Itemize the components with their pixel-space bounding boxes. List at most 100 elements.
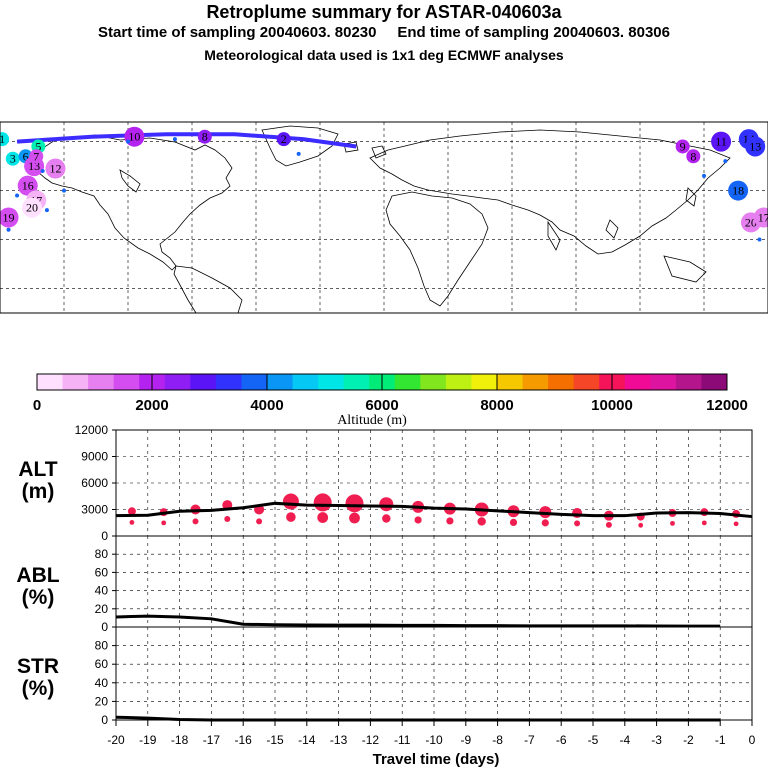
- map-marker-label: 11: [715, 135, 727, 149]
- x-tick-label: -15: [266, 733, 284, 747]
- map-marker-circle: [276, 132, 291, 147]
- alt-spread-marker: [701, 520, 707, 526]
- alt-spread-marker: [638, 522, 644, 528]
- panel-str: 0 20 40 60 80 STR(%): [17, 626, 753, 727]
- x-tick-label: -16: [235, 733, 253, 747]
- alt-spread-marker: [192, 518, 199, 525]
- alt-plume-marker: [313, 493, 332, 512]
- y-tick-label: 20: [95, 602, 109, 616]
- map-marker-label: 8: [690, 149, 696, 163]
- figure-title: Retroplume summary for ASTAR-040603a: [206, 2, 562, 22]
- x-tick-label: -10: [425, 733, 443, 747]
- map-marker-circle: [728, 180, 749, 201]
- alt-plume-marker: [127, 507, 136, 516]
- panel-unit: (m): [22, 480, 55, 503]
- map-marker-label: 20: [26, 201, 38, 215]
- x-tick-labels: -20 -19 -18 -17 -16 -15 -14 -13 -12 -11 -10 -9 -8 -7-…: [107, 720, 756, 747]
- alt-plume-marker: [345, 494, 364, 513]
- colorbar-cell: [88, 374, 115, 390]
- x-tick-label: -7: [524, 733, 535, 747]
- alt-spread-marker: [733, 521, 739, 527]
- y-tick-label: 40: [95, 676, 109, 690]
- map-marker-label: 5: [35, 139, 41, 153]
- map-marker-circle: [17, 175, 38, 196]
- colorbar-tick-label: 2000: [135, 397, 168, 414]
- alt-spread-marker: [349, 512, 360, 524]
- colorbar-title: Altitude (m): [337, 413, 407, 428]
- y-tick-label: 3000: [81, 503, 108, 517]
- map-marker-circle: [5, 151, 20, 166]
- x-tick-label: -3: [651, 733, 662, 747]
- alt-plume-marker: [379, 497, 394, 512]
- colorbar-cell: [37, 374, 63, 390]
- y-tick-label: 60: [95, 565, 109, 579]
- alt-spread-marker: [605, 521, 612, 528]
- colorbar-cell: [113, 374, 140, 390]
- start-time-label: Start time of sampling 20040603. 80230: [98, 24, 377, 41]
- map-marker-label: 16: [22, 179, 34, 193]
- colorbar-tick-label: 10000: [591, 397, 633, 414]
- alt-spread-marker: [541, 519, 549, 527]
- map-particle-dot: [62, 188, 66, 193]
- y-tick-label: 40: [95, 584, 109, 598]
- x-axis: -20 -19 -18 -17 -16 -15 -14 -13 -12 -11 -10 -9 -8 -7-…: [107, 720, 756, 768]
- map-particle-dot: [6, 227, 11, 232]
- map-particle-dot: [126, 139, 130, 144]
- x-tick-label: -4: [619, 733, 630, 747]
- colorbar-cell: [445, 374, 472, 390]
- alt-spread-marker: [414, 516, 422, 524]
- alt-spread-marker: [446, 517, 454, 525]
- colorbar-tick-label: 12000: [706, 397, 748, 414]
- colorbar-tick-label: 8000: [480, 397, 513, 414]
- y-tick-label: 60: [95, 657, 109, 671]
- y-tick-label: 12000: [75, 423, 109, 437]
- colorbar-tick-labels: 0 2000 4000 6000 8000 10000 12000: [33, 374, 748, 414]
- x-tick-label: -9: [460, 733, 471, 747]
- map-marker-circle: [0, 132, 10, 147]
- colorbar-cell: [241, 374, 268, 390]
- map-marker-label: 3: [10, 152, 16, 166]
- map-marker-label: 10: [128, 130, 140, 144]
- y-tick-label: 0: [101, 713, 108, 727]
- map-marker-circle: [0, 207, 19, 228]
- x-tick-label: -20: [107, 733, 125, 747]
- map-particle-dot: [40, 168, 45, 173]
- map-marker-circle: [29, 149, 44, 164]
- alt-spread-marker: [477, 517, 486, 526]
- x-tick-label: -1: [715, 733, 726, 747]
- met-data-label: Meteorological data used is 1x1 deg ECMW…: [204, 47, 564, 63]
- colorbar-cell: [62, 374, 89, 390]
- y-tick-label: 6000: [81, 476, 108, 490]
- map-marker-circle: [711, 131, 732, 152]
- coastlines: [29, 125, 731, 313]
- x-tick-label: -8: [492, 733, 503, 747]
- map-marker-label: 9: [680, 139, 686, 153]
- panel-title: ALT: [18, 458, 57, 481]
- colorbar-cell: [394, 374, 421, 390]
- alt-spread-marker: [161, 520, 167, 526]
- colorbar-tick-label: 4000: [250, 397, 283, 414]
- map-marker-label: 6: [23, 149, 29, 163]
- map-marker-circle: [686, 149, 701, 164]
- x-axis-label: Travel time (days): [373, 751, 500, 768]
- x-tick-label: -18: [171, 733, 189, 747]
- map-particle-dot: [15, 193, 20, 198]
- x-tick-label: -14: [298, 733, 316, 747]
- colorbar-cell: [548, 374, 575, 390]
- colorbar-cell: [190, 374, 217, 390]
- alt-spread-marker: [509, 518, 518, 526]
- colorbar-cell: [675, 374, 702, 390]
- map-particle-dot: [723, 159, 728, 164]
- end-time-label: End time of sampling 20040603. 80306: [397, 24, 670, 41]
- y-tick-label: 9000: [81, 450, 108, 464]
- x-tick-label: -2: [683, 733, 694, 747]
- colorbar-cell: [267, 374, 293, 390]
- map-marker-circle: [745, 136, 766, 157]
- colorbar-cell: [471, 374, 498, 390]
- panel-unit: (%): [22, 677, 55, 700]
- x-tick-label: -6: [556, 733, 567, 747]
- colorbar-cell: [573, 374, 600, 390]
- alt-spread-marker: [256, 518, 263, 525]
- alt-spread-marker: [286, 512, 296, 522]
